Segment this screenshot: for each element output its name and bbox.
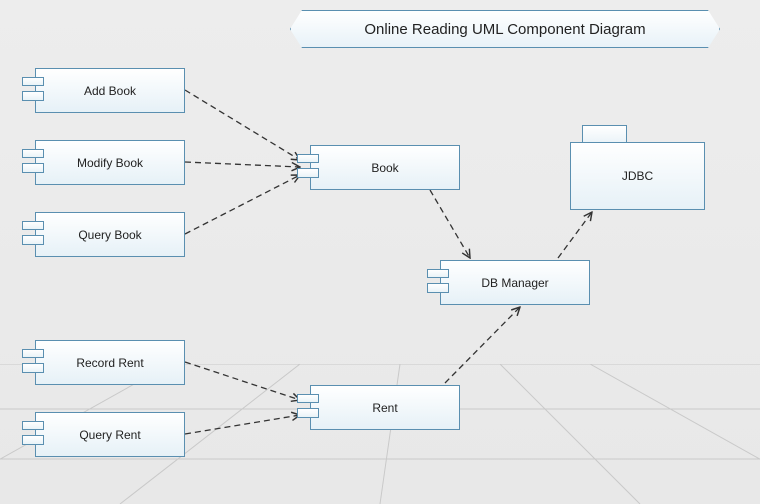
component-lug — [22, 363, 44, 372]
component-label: Rent — [372, 401, 397, 415]
component-lug — [22, 91, 44, 100]
component-query-rent: Query Rent — [35, 412, 185, 457]
component-lug — [427, 269, 449, 278]
component-lug — [22, 235, 44, 244]
edge-query_rent-to-rent — [185, 415, 300, 434]
component-record-rent: Record Rent — [35, 340, 185, 385]
component-lug — [427, 283, 449, 292]
component-label: Query Book — [78, 228, 141, 242]
component-lug — [22, 349, 44, 358]
component-rent: Rent — [310, 385, 460, 430]
component-lug — [22, 163, 44, 172]
edge-rent-to-db_manager — [445, 307, 520, 383]
component-label: Query Rent — [79, 428, 140, 442]
component-label: Book — [371, 161, 398, 175]
component-label: Add Book — [84, 84, 136, 98]
component-lug — [22, 435, 44, 444]
component-lug — [297, 168, 319, 177]
edge-record_rent-to-rent — [185, 362, 300, 400]
diagram-canvas: Online Reading UML Component Diagram Add… — [0, 0, 760, 504]
component-modify-book: Modify Book — [35, 140, 185, 185]
diagram-title-text: Online Reading UML Component Diagram — [364, 21, 645, 38]
package-label: JDBC — [622, 169, 653, 183]
edge-book-to-db_manager — [430, 190, 470, 258]
edge-add_book-to-book — [185, 90, 300, 160]
component-label: DB Manager — [481, 276, 548, 290]
component-lug — [22, 221, 44, 230]
component-lug — [22, 149, 44, 158]
component-query-book: Query Book — [35, 212, 185, 257]
package-tab — [582, 125, 627, 143]
edge-query_book-to-book — [185, 175, 300, 234]
component-book: Book — [310, 145, 460, 190]
package-jdbc: JDBC — [570, 125, 705, 210]
component-add-book: Add Book — [35, 68, 185, 113]
edge-db_manager-to-jdbc — [558, 212, 592, 258]
component-label: Record Rent — [76, 356, 143, 370]
diagram-title: Online Reading UML Component Diagram — [290, 10, 720, 48]
component-lug — [22, 421, 44, 430]
component-lug — [297, 394, 319, 403]
package-body: JDBC — [570, 142, 705, 210]
component-label: Modify Book — [77, 156, 143, 170]
component-db-manager: DB Manager — [440, 260, 590, 305]
component-lug — [297, 154, 319, 163]
edge-modify_book-to-book — [185, 162, 300, 167]
component-lug — [22, 77, 44, 86]
component-lug — [297, 408, 319, 417]
